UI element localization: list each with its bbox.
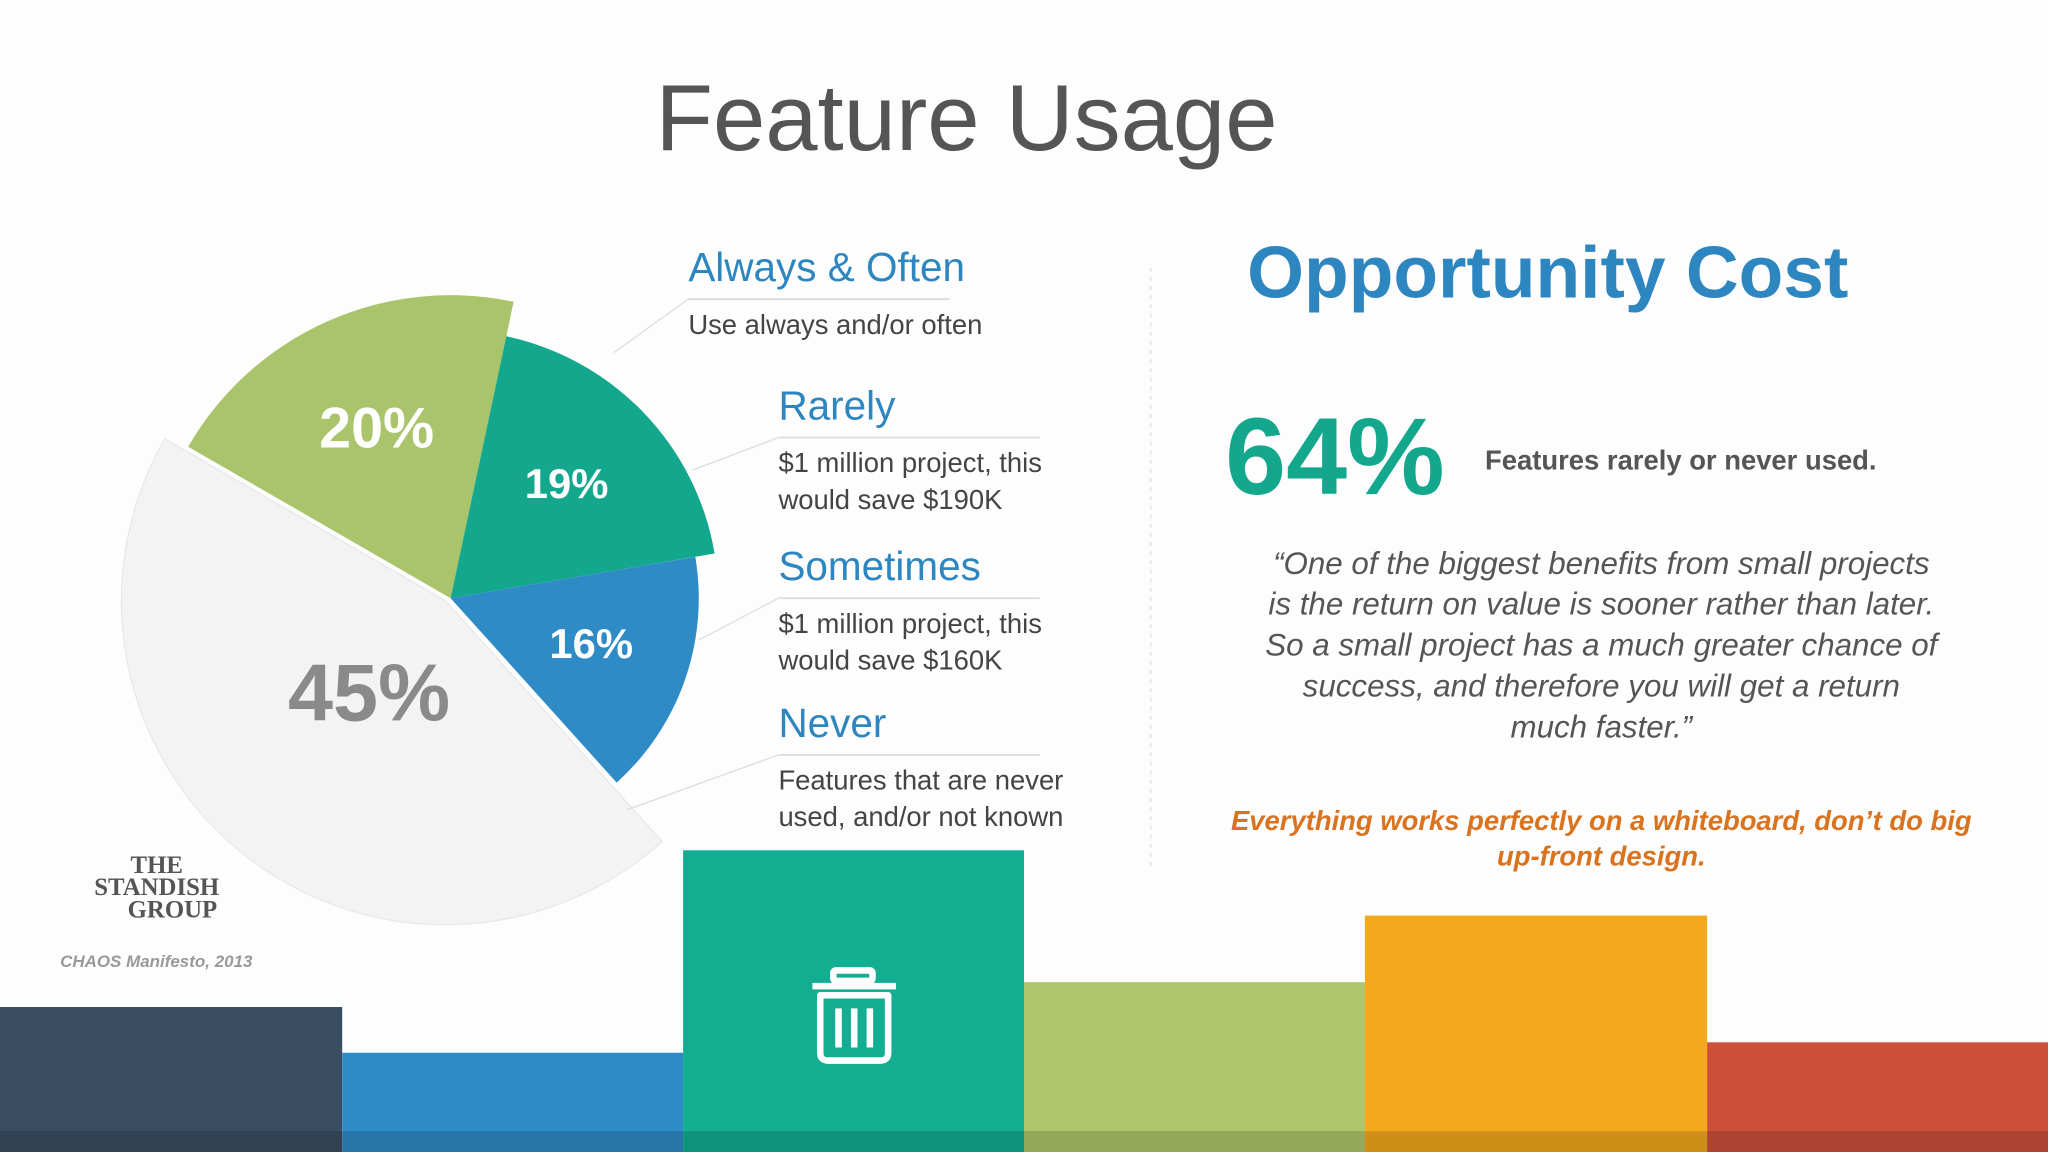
logo-line: GROUP: [128, 896, 218, 923]
legend-description: used, and/or not known: [778, 801, 1063, 832]
legend-description: $1 million project, this: [778, 447, 1042, 478]
bottom-bars: [0, 850, 2048, 1152]
value-label: 19%: [525, 460, 609, 507]
leader-line: [698, 597, 779, 641]
leader-line: [692, 436, 779, 471]
legend-title: Always & Often: [688, 244, 965, 290]
leader-line: [613, 298, 689, 354]
pie-slice: [188, 295, 514, 599]
value-label: 16%: [549, 620, 633, 667]
bar-decoration: [1364, 915, 1708, 1152]
quote-line: success, and therefore you will get a re…: [1303, 668, 1900, 703]
legend-description: would save $190K: [777, 484, 1002, 515]
bar-decoration: [683, 850, 1024, 1152]
stat-text: Features rarely or never used.: [1485, 445, 1877, 476]
legend-title: Rarely: [778, 383, 896, 429]
quote-line: So a small project has a much greater ch…: [1265, 628, 1940, 663]
opportunity-title: Opportunity Cost: [1247, 233, 1848, 314]
legend-description: Features that are never: [778, 765, 1063, 796]
bar-decoration: [1707, 1042, 2048, 1152]
slide-title: Feature Usage: [656, 65, 1278, 170]
quote-line: “One of the biggest benefits from small …: [1273, 546, 1930, 581]
value-label: 20%: [319, 396, 434, 460]
source: CHAOS Manifesto, 2013: [60, 952, 253, 971]
legend-description: Use always and/or often: [688, 309, 982, 340]
legend-description: would save $160K: [777, 644, 1002, 675]
logo-line: STANDISH: [94, 874, 219, 901]
bar-decoration: [0, 1007, 343, 1152]
value-label: 45%: [288, 648, 450, 738]
leader-line: [626, 754, 779, 811]
bar-decoration: [1024, 982, 1365, 1152]
trash-icon: [812, 967, 896, 1064]
tagline-line: up-front design.: [1497, 840, 1706, 871]
bar-decoration: [342, 1052, 684, 1152]
legend-description: $1 million project, this: [778, 608, 1042, 639]
quote-line: much faster.”: [1510, 709, 1693, 744]
tagline-line: Everything works perfectly on a whiteboa…: [1231, 805, 1972, 836]
bar-shadow: [0, 1131, 2048, 1152]
legend-title: Sometimes: [778, 543, 980, 589]
logo-line: THE: [131, 852, 183, 879]
pie-slice: [450, 556, 699, 783]
pie-slice: [450, 336, 715, 599]
stat: 64%: [1225, 396, 1445, 518]
legend-title: Never: [778, 700, 886, 746]
quote-line: is the return on value is sooner rather …: [1268, 587, 1934, 622]
pie-slice: [120, 437, 664, 926]
